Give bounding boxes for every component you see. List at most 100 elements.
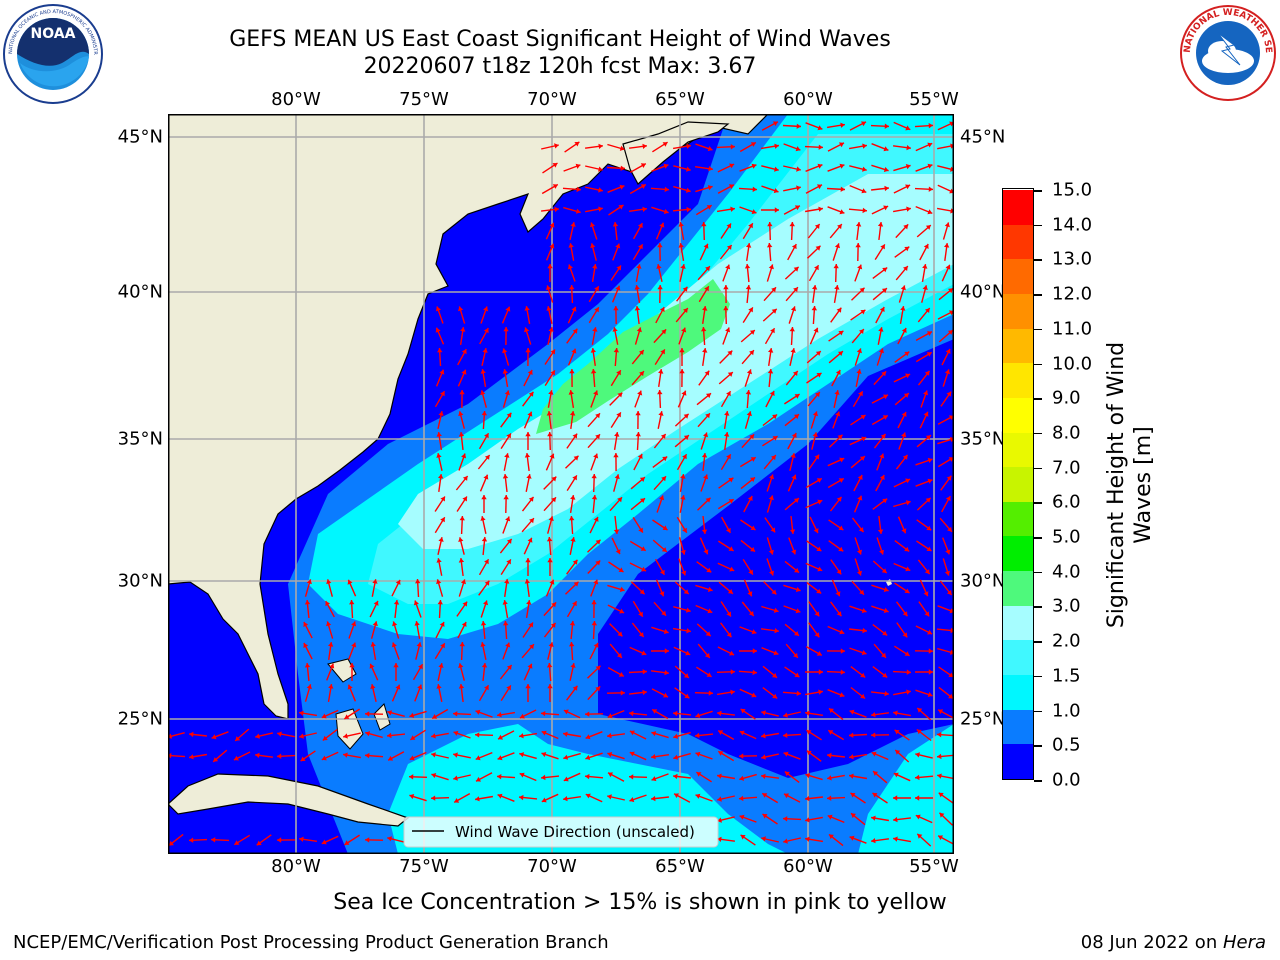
wave-direction-arrowhead <box>189 837 194 843</box>
wave-direction-arrowhead <box>878 327 884 332</box>
wave-direction-arrowhead <box>906 145 911 151</box>
wave-direction-arrowhead <box>431 795 436 801</box>
wave-direction-arrowhead <box>922 285 928 290</box>
wave-direction-arrowhead <box>695 751 701 757</box>
wave-direction-arrowhead <box>840 669 845 675</box>
wave-direction-arrowhead <box>673 710 678 717</box>
wave-direction-arrowhead <box>213 757 219 762</box>
wave-direction-arrowhead <box>796 166 801 172</box>
wave-direction-arrowhead <box>638 244 643 250</box>
wave-direction-arrowhead <box>938 709 944 715</box>
machine-name: Hera <box>1222 932 1266 953</box>
map-frame <box>168 114 954 854</box>
wave-direction-arrowhead <box>790 306 796 312</box>
wave-direction-arrowhead <box>550 370 555 376</box>
lon-label-top-80w: 80°W <box>271 89 321 110</box>
wave-direction-arrowhead <box>748 569 753 575</box>
wave-direction-arrowhead <box>392 621 398 627</box>
wave-direction-arrowhead <box>705 413 710 419</box>
colorbar-tick <box>1034 294 1042 296</box>
wave-direction-arrowhead <box>827 752 832 759</box>
wave-direction-arrowhead <box>750 457 756 462</box>
wave-direction-arrowhead <box>585 734 591 740</box>
colorbar-tick <box>1034 398 1042 400</box>
wave-direction-arrowhead <box>657 285 663 290</box>
wave-direction-arrowhead <box>790 348 796 353</box>
wave-direction-arrowhead <box>815 392 820 398</box>
wave-direction-arrowhead <box>476 776 481 782</box>
lat-label-right-30n: 30°N <box>960 570 1006 592</box>
wave-direction-arrowhead <box>771 589 777 595</box>
wave-direction-arrowhead <box>550 349 555 355</box>
wave-direction-arrowhead <box>793 287 798 293</box>
wave-direction-arrowhead <box>752 669 757 676</box>
wave-direction-arrowhead <box>880 433 886 439</box>
wave-direction-arrowhead <box>947 330 953 335</box>
wave-direction-arrowhead <box>840 648 845 654</box>
colorbar-tick <box>1034 780 1042 782</box>
wave-direction-arrowhead <box>945 264 951 270</box>
wave-direction-arrowhead <box>436 453 442 458</box>
wave-direction-arrowhead <box>652 709 658 714</box>
wave-direction-arrowhead <box>573 581 579 587</box>
wave-direction-arrowhead <box>615 243 621 249</box>
wave-direction-arrowhead <box>917 833 923 839</box>
colorbar-segment <box>1003 466 1033 502</box>
wave-direction-arrowhead <box>329 663 335 669</box>
noaa-logo-icon: NOAA NATIONAL OCEANIC AND ATMOSPHERIC AD… <box>2 3 103 104</box>
wave-direction-arrowhead <box>484 433 489 439</box>
wave-direction-arrowhead <box>414 621 420 626</box>
wave-direction-arrowhead <box>572 685 578 691</box>
wave-direction-arrowhead <box>926 546 932 551</box>
wave-direction-arrowhead <box>784 771 790 777</box>
wave-direction-arrowhead <box>661 476 666 482</box>
colorbar-tick <box>1034 432 1042 435</box>
wave-direction-arrowhead <box>717 710 722 717</box>
wave-direction-arrowhead <box>817 184 822 190</box>
wave-direction-arrowhead <box>751 692 757 698</box>
wave-direction-arrowhead <box>703 549 709 555</box>
wave-direction-arrowhead <box>614 474 620 480</box>
wave-direction-arrowhead <box>811 306 817 311</box>
wave-band-3.0-4.0 <box>536 279 730 434</box>
wave-direction-arrowhead <box>761 754 766 760</box>
wave-direction-arrowhead <box>640 498 645 503</box>
wave-direction-arrowhead <box>657 390 663 395</box>
wave-direction-arrowhead <box>410 735 416 740</box>
wave-direction-arrowhead <box>435 306 441 312</box>
wave-direction-arrowhead <box>569 642 575 647</box>
wave-direction-arrowhead <box>945 496 951 502</box>
wave-direction-arrowhead <box>894 729 900 735</box>
wave-direction-arrowhead <box>771 308 777 314</box>
wave-direction-arrowhead <box>818 144 823 150</box>
wave-direction-arrowhead <box>637 390 643 396</box>
wave-direction-arrowhead <box>923 244 929 249</box>
wave-direction-arrowhead <box>730 669 735 675</box>
wave-direction-arrowhead <box>728 499 734 504</box>
wave-direction-arrowhead <box>923 390 929 396</box>
colorbar-tick-label: 2.0 <box>1052 630 1081 652</box>
wave-direction-arrowhead <box>629 797 635 803</box>
wave-direction-arrowhead <box>849 709 855 715</box>
wave-direction-arrowhead <box>861 188 867 194</box>
wave-direction-arrowhead <box>838 525 844 531</box>
wave-direction-arrowhead <box>678 243 684 248</box>
wave-direction-arrowhead <box>459 642 465 647</box>
land-cuba <box>168 773 410 827</box>
wave-direction-arrowhead <box>548 516 554 522</box>
wave-direction-arrowhead <box>881 652 886 658</box>
wave-direction-arrowhead <box>906 689 911 695</box>
wave-direction-arrowhead <box>925 225 931 230</box>
wave-direction-arrowhead <box>483 474 489 480</box>
wave-direction-arrowhead <box>680 264 686 269</box>
wave-direction-arrowhead <box>506 538 512 544</box>
wave-direction-arrowhead <box>901 328 907 333</box>
wave-direction-arrowhead <box>749 330 755 335</box>
wave-direction-arrowhead <box>661 610 666 616</box>
colorbar <box>1002 188 1034 780</box>
wave-direction-arrowhead <box>481 537 488 542</box>
wave-direction-arrowhead <box>701 222 707 227</box>
wave-direction-arrowhead <box>659 495 665 501</box>
wave-direction-arrowhead <box>572 328 578 334</box>
wave-direction-arrowhead <box>726 223 731 229</box>
